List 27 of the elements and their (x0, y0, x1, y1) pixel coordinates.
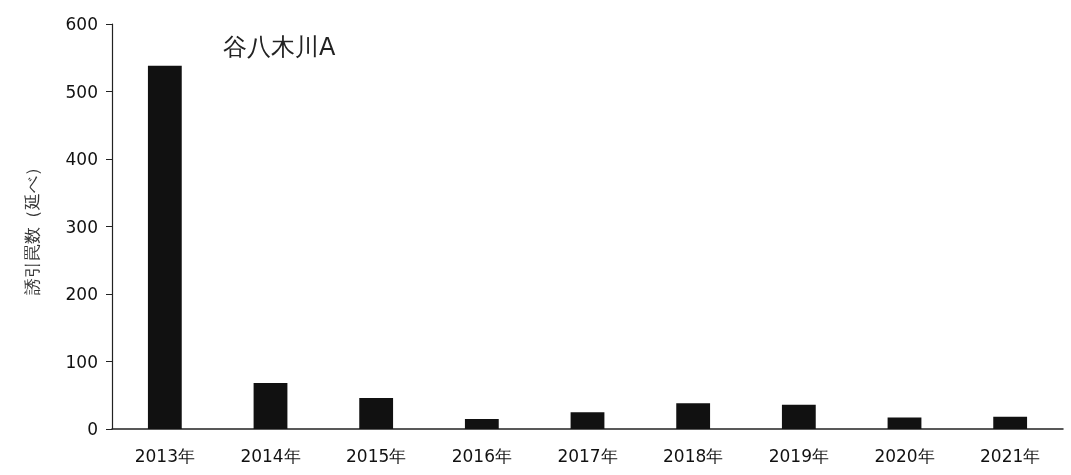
x-tick-label: 2021年 (980, 445, 1041, 466)
bar (993, 416, 1028, 429)
y-tick-label: 0 (87, 419, 98, 439)
bar (253, 383, 288, 429)
y-tick-label: 400 (65, 149, 98, 169)
y-tick-label: 600 (65, 14, 98, 34)
y-axis-title: 誘引罠数（延べ） (21, 158, 42, 295)
bar (147, 65, 182, 429)
x-tick-label: 2016年 (451, 445, 512, 466)
chart-title: 谷八木川A (223, 33, 336, 61)
y-tick-label: 500 (65, 81, 98, 102)
bar (359, 397, 394, 429)
bar (781, 404, 816, 429)
y-tick-label: 100 (65, 351, 98, 372)
x-tick-label: 2020年 (874, 445, 935, 466)
x-tick-label: 2013年 (134, 445, 195, 466)
x-tick-label: 2015年 (346, 445, 407, 466)
bar (570, 412, 605, 429)
x-tick-label: 2017年 (557, 445, 618, 466)
bar (887, 417, 922, 429)
bar (676, 403, 711, 429)
y-tick-label: 300 (65, 216, 98, 237)
x-tick-label: 2019年 (768, 445, 829, 466)
bar (464, 418, 499, 429)
y-tick-label: 200 (65, 284, 98, 304)
x-tick-label: 2014年 (240, 445, 301, 466)
x-tick-label: 2018年 (663, 445, 724, 466)
